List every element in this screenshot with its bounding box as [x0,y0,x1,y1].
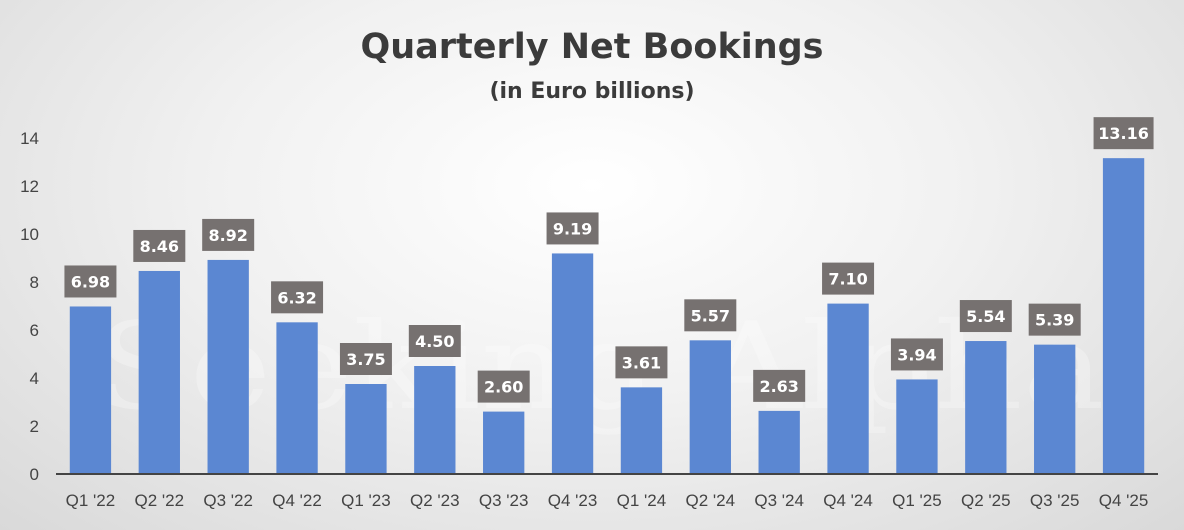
x-tick-label: Q2 '25 [961,491,1011,510]
y-tick-label: 14 [20,129,39,148]
y-tick-label: 2 [30,417,39,436]
chart-subtitle: (in Euro billions) [489,79,694,104]
y-axis-ticks: 0 2 4 6 8 10 12 14 [20,129,39,484]
bar [620,387,663,474]
data-label: 3.61 [622,353,661,372]
chart-title: Quarterly Net Bookings [360,27,823,67]
bar [138,270,180,474]
data-label: 8.46 [140,237,179,256]
data-label-box [133,229,186,262]
data-label-box [959,300,1012,333]
bar [207,259,249,474]
x-tick-label: Q1 '22 [66,491,116,510]
data-labels: 6.98 8.46 8.92 6.32 3.75 4.50 2.60 9.19 3.61 5.57… [64,117,1154,403]
bar [414,366,456,474]
bar [827,303,869,474]
bar [345,384,387,474]
x-tick-label: Q1 '24 [617,491,667,510]
bar [276,322,318,474]
data-label-box [202,218,255,251]
data-label-box [1028,303,1081,336]
data-label: 3.75 [346,350,385,369]
x-tick-label: Q3 '25 [1030,491,1080,510]
data-label-box [477,370,530,403]
data-label: 3.94 [897,345,936,364]
data-label-box [1093,117,1154,150]
bars [69,158,1145,474]
data-label-box [684,299,737,332]
x-tick-label: Q4 '22 [272,491,322,510]
data-label: 2.63 [759,377,798,396]
y-tick-label: 8 [30,273,39,292]
data-label: 7.10 [828,270,867,289]
data-label-box [753,369,806,402]
x-tick-label: Q4 '24 [823,491,873,510]
data-label: 6.32 [277,288,316,307]
data-label-box [822,262,875,295]
data-label-box [64,265,117,298]
bar [1034,344,1076,474]
data-label-box [408,325,461,357]
bar [483,411,525,474]
bar [551,253,594,474]
bar [1102,158,1145,474]
data-label-box [615,346,668,379]
x-tick-label: Q2 '23 [410,491,460,510]
data-label: 5.54 [966,307,1005,326]
x-tick-label: Q3 '22 [203,491,253,510]
bar [896,379,938,474]
data-label-box [546,212,599,245]
data-label: 5.57 [691,306,730,325]
data-label: 13.16 [1098,124,1149,143]
bar [689,340,731,474]
data-label: 4.50 [415,332,454,351]
bar [758,410,800,474]
bar [69,306,112,474]
data-label: 8.92 [208,226,247,245]
y-tick-label: 10 [20,225,39,244]
bar [965,341,1007,474]
y-tick-label: 0 [30,465,39,484]
data-label: 9.19 [553,219,592,238]
data-label-box [339,343,392,375]
x-tick-label: Q1 '23 [341,491,391,510]
data-label: 6.98 [71,272,110,291]
data-label-box [271,281,324,314]
x-tick-label: Q1 '25 [892,491,942,510]
data-label-box [890,338,943,371]
x-tick-label: Q4 '25 [1099,491,1149,510]
y-tick-label: 6 [30,321,39,340]
data-label: 5.39 [1035,311,1074,330]
x-tick-label: Q3 '23 [479,491,529,510]
data-label: 2.60 [484,378,523,397]
y-tick-label: 12 [20,177,39,196]
y-tick-label: 4 [30,369,39,388]
x-tick-label: Q2 '22 [135,491,185,510]
x-tick-label: Q2 '24 [686,491,736,510]
x-axis-ticks: Q1 '22 Q2 '22 Q3 '22 Q4 '22 Q1 '23 Q2 '23 Q3 '… [66,491,1149,510]
x-tick-label: Q3 '24 [754,491,804,510]
x-tick-label: Q4 '23 [548,491,598,510]
